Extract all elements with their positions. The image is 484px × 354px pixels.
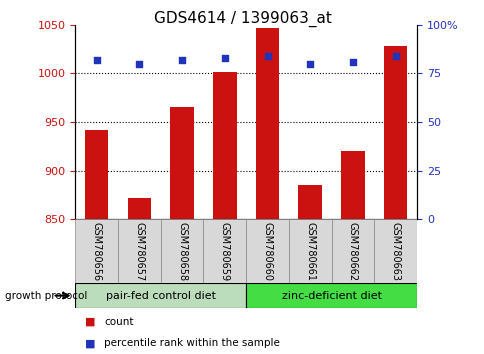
Bar xyxy=(374,219,416,283)
Bar xyxy=(127,198,151,219)
Text: growth protocol: growth protocol xyxy=(5,291,87,301)
Point xyxy=(348,59,356,64)
Point xyxy=(220,55,228,61)
Bar xyxy=(288,219,331,283)
Text: GSM780662: GSM780662 xyxy=(348,222,357,281)
Text: zinc-deficient diet: zinc-deficient diet xyxy=(281,291,381,301)
Point xyxy=(135,61,143,67)
Bar xyxy=(383,46,407,219)
Point xyxy=(92,57,100,63)
Bar xyxy=(170,107,194,219)
Bar xyxy=(245,219,288,283)
Point xyxy=(178,57,185,63)
Text: GDS4614 / 1399063_at: GDS4614 / 1399063_at xyxy=(153,11,331,27)
Text: GSM780661: GSM780661 xyxy=(304,222,315,281)
Point xyxy=(306,61,314,67)
Bar xyxy=(212,73,236,219)
Text: GSM780658: GSM780658 xyxy=(177,222,187,281)
Text: GSM780657: GSM780657 xyxy=(134,222,144,281)
Bar xyxy=(160,219,203,283)
Text: GSM780663: GSM780663 xyxy=(390,222,400,281)
Bar xyxy=(341,151,364,219)
Point xyxy=(391,53,399,59)
Bar xyxy=(118,219,160,283)
Bar xyxy=(75,283,245,308)
Text: count: count xyxy=(104,317,134,327)
Bar xyxy=(245,283,416,308)
Bar xyxy=(85,130,108,219)
Text: percentile rank within the sample: percentile rank within the sample xyxy=(104,338,280,348)
Bar xyxy=(75,219,118,283)
Text: pair-fed control diet: pair-fed control diet xyxy=(106,291,215,301)
Text: ■: ■ xyxy=(85,317,95,327)
Text: GSM780659: GSM780659 xyxy=(219,222,229,281)
Bar xyxy=(255,28,279,219)
Point xyxy=(263,53,271,59)
Bar xyxy=(203,219,245,283)
Bar xyxy=(298,185,321,219)
Text: ■: ■ xyxy=(85,338,95,348)
Text: GSM780656: GSM780656 xyxy=(91,222,101,281)
Bar xyxy=(331,219,374,283)
Text: GSM780660: GSM780660 xyxy=(262,222,272,281)
